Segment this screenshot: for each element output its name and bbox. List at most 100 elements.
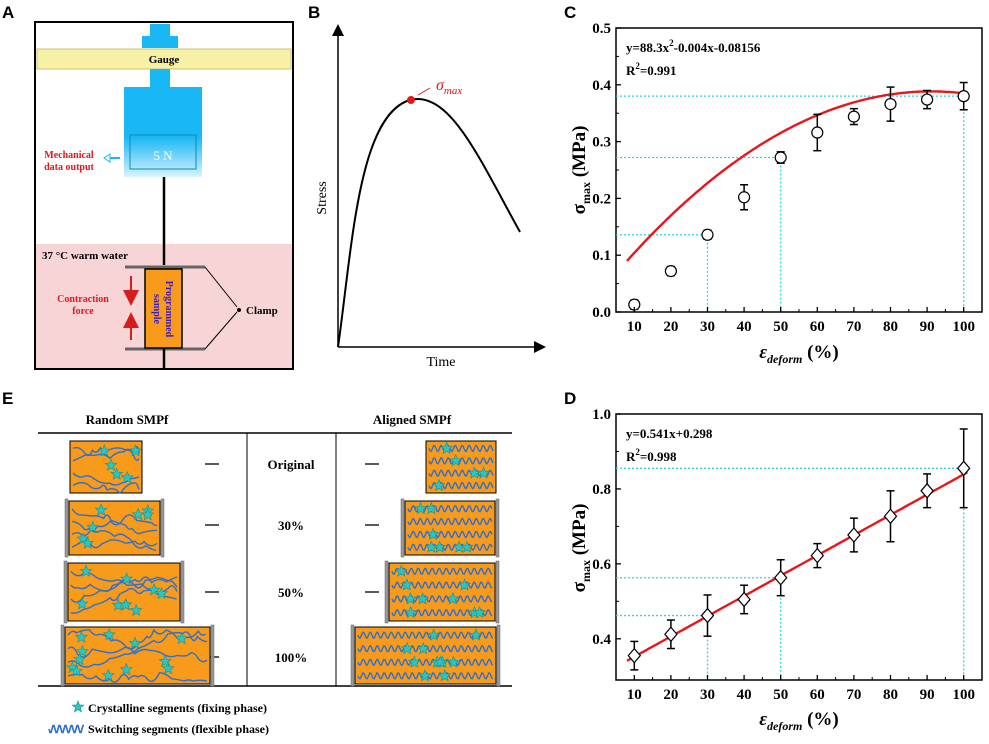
fiber-clamp-right xyxy=(160,498,165,558)
d-data-point xyxy=(627,647,642,664)
d-data-point xyxy=(883,508,898,525)
crystalline-segment xyxy=(155,586,168,600)
sample-label-1: Programmed xyxy=(163,281,174,338)
random-title: Random SMPf xyxy=(86,412,169,427)
legend-switch-label: Switching segments (flexible phase) xyxy=(88,722,269,736)
machine-top xyxy=(150,24,170,38)
d-r2-tail: =0.998 xyxy=(640,449,677,464)
d-x-tick-label: 10 xyxy=(627,687,642,703)
crystalline-segment xyxy=(75,644,89,658)
c-fit-eq-sup: 2 xyxy=(669,38,674,48)
crystalline-segment xyxy=(94,503,108,516)
panel-label-d: D xyxy=(564,389,576,408)
c-fit-group xyxy=(626,90,968,262)
d-fit-line xyxy=(626,471,968,662)
d-data-point xyxy=(920,482,934,499)
crystalline-segment xyxy=(424,540,438,553)
d-x-tick-label: 20 xyxy=(663,687,678,703)
d-x-ticks: 10 20 30 40 50 60 70 80 90 100 xyxy=(627,675,983,703)
e-row-label: Original xyxy=(268,457,315,472)
crystalline-segment xyxy=(110,467,124,480)
crystalline-segment xyxy=(75,597,89,610)
stress-peak-point xyxy=(407,96,415,104)
c-data-point xyxy=(811,126,824,139)
c-fit-eq-main: y=88.3x xyxy=(626,40,670,55)
crystalline-segment xyxy=(432,478,446,492)
contraction-label-2: force xyxy=(72,306,94,317)
crystalline-segment xyxy=(158,654,172,667)
c-fit-eq-tail: -0.004x-0.08156 xyxy=(674,40,761,55)
load-cell-body xyxy=(124,87,202,137)
d-r2: R2=0.998 xyxy=(626,447,677,464)
c-x-ticks: 10 20 30 40 50 60 70 80 90 100 xyxy=(627,307,983,335)
d-data-point xyxy=(737,591,751,608)
c-x-label-sub: deform xyxy=(767,352,802,366)
d-y-label: σmax (MPa) xyxy=(569,504,593,593)
crystalline-segment xyxy=(426,527,440,540)
c-r2-main: R xyxy=(626,63,636,78)
c-y-tick-label: 0.1 xyxy=(592,248,611,264)
legend-switch: Switching segments (flexible phase) xyxy=(48,722,269,736)
crystalline-segment xyxy=(79,564,93,577)
crystalline-segment xyxy=(129,603,143,616)
switching-segment xyxy=(357,658,494,667)
stress-curve xyxy=(337,98,521,348)
c-x-tick-label: 90 xyxy=(920,319,935,335)
crystalline-segment xyxy=(446,655,460,668)
clamp-dot xyxy=(237,308,241,312)
d-x-tick-label: 70 xyxy=(846,687,861,703)
b-y-label: Stress xyxy=(315,181,330,214)
d-x-tick-label: 30 xyxy=(700,687,715,703)
mech-label-1: Mechanical xyxy=(44,150,94,161)
switching-segment xyxy=(407,543,493,552)
switching-segment xyxy=(72,472,140,486)
c-y-label-unit: (MPa) xyxy=(569,126,590,182)
d-r2-main: R xyxy=(626,449,636,464)
switching-segment xyxy=(67,671,208,683)
switching-segment xyxy=(407,517,493,526)
clamp-pointer-bottom xyxy=(204,311,238,350)
panel-a: A Gauge 5 N Mechanical data output 37 °C… xyxy=(2,3,294,370)
c-y-tick-label: 0.2 xyxy=(592,191,611,207)
legend-crystal-icon xyxy=(71,700,85,713)
crystalline-segment xyxy=(120,470,134,484)
c-data-point xyxy=(774,151,787,164)
d-data-point xyxy=(810,547,825,564)
crystalline-segment xyxy=(86,520,100,533)
d-y-label-unit: (MPa) xyxy=(569,504,590,560)
d-y-label-main: σ xyxy=(569,581,590,592)
c-data-point xyxy=(920,93,934,106)
c-x-tick-label: 80 xyxy=(883,319,898,335)
crystalline-segment xyxy=(161,661,175,675)
mech-label-2: data output xyxy=(44,162,94,173)
d-data-point xyxy=(847,527,861,543)
c-x-label: εdeform (%) xyxy=(759,342,839,366)
crystalline-segment xyxy=(427,628,441,641)
crystalline-segment xyxy=(414,501,428,515)
d-y-label-sub: max xyxy=(579,560,593,582)
fiber-clamp-right xyxy=(180,560,185,624)
fiber-clamp-right xyxy=(496,624,501,687)
crystalline-segment xyxy=(460,540,474,553)
machine-neck xyxy=(142,36,178,48)
crystalline-segment xyxy=(469,628,483,641)
c-x-tick-label: 60 xyxy=(810,319,825,335)
c-x-tick-label: 40 xyxy=(737,319,752,335)
crystalline-segment xyxy=(394,564,408,577)
d-x-tick-label: 100 xyxy=(952,687,975,703)
d-x-label-main: ε xyxy=(759,709,767,730)
crystalline-segment xyxy=(119,598,133,611)
peak-label-sigma: σ xyxy=(436,77,445,94)
d-x-tick-label: 90 xyxy=(920,687,935,703)
panel-b: B σmax Stress Time xyxy=(308,3,546,370)
fiber-clamp-left xyxy=(64,498,69,558)
crystalline-segment xyxy=(473,605,487,619)
switching-segment xyxy=(407,530,493,539)
panel-label-c: C xyxy=(564,3,576,22)
sample xyxy=(144,268,183,349)
sample-label-2: sample xyxy=(151,294,162,325)
d-x-tick-label: 50 xyxy=(773,687,788,703)
crystalline-segment xyxy=(120,572,134,585)
chart-d: D 0.4 0.6 0.8 1.0 10 20 30 40 50 60 70 80 90 100 y=0… xyxy=(564,389,983,733)
